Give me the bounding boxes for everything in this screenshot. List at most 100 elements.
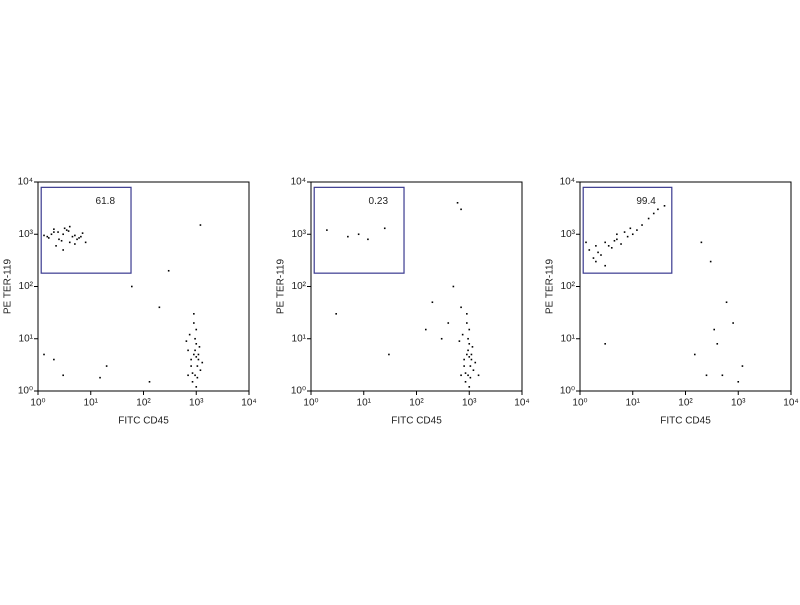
- y-tick-label: 10³: [292, 229, 307, 240]
- event-dot: [388, 353, 390, 356]
- event-dot: [191, 380, 194, 383]
- gate-label: 61.8: [96, 196, 116, 207]
- event-dot: [641, 224, 643, 226]
- event-dot: [65, 229, 68, 231]
- event-dot: [732, 322, 734, 324]
- event-dot: [595, 260, 597, 263]
- x-tick-label: 10⁰: [572, 398, 587, 409]
- event-dot: [74, 234, 76, 237]
- event-dot: [466, 322, 468, 324]
- event-dot: [81, 232, 84, 234]
- event-dot: [383, 227, 386, 230]
- event-dot: [604, 241, 606, 244]
- event-dot: [456, 201, 459, 204]
- event-dot: [195, 343, 198, 345]
- event-dot: [620, 243, 622, 245]
- y-tick-label: 10⁴: [560, 177, 575, 188]
- event-dot: [467, 337, 469, 340]
- event-dot: [713, 328, 715, 331]
- x-tick-label: 10²: [136, 398, 151, 409]
- event-dot: [623, 231, 626, 233]
- event-dot: [193, 353, 195, 356]
- event-dot: [71, 235, 74, 238]
- event-dot: [657, 208, 659, 211]
- event-dot: [62, 249, 64, 251]
- event-dot: [461, 333, 464, 336]
- y-tick-label: 10⁰: [560, 386, 575, 397]
- event-dot: [636, 229, 638, 231]
- event-dot: [466, 313, 468, 315]
- event-dot: [53, 231, 55, 233]
- x-tick-label: 10¹: [84, 398, 99, 409]
- event-dot: [63, 227, 66, 230]
- y-tick-label: 10²: [19, 281, 34, 292]
- y-tick-label: 10¹: [292, 333, 307, 344]
- event-dot: [62, 233, 64, 236]
- y-tick-label: 10⁰: [18, 386, 33, 397]
- event-dot: [616, 238, 618, 241]
- x-axis-label: FITC CD45: [391, 416, 442, 427]
- x-tick-label: 10²: [409, 398, 424, 409]
- event-dot: [194, 374, 196, 377]
- event-dot: [607, 245, 610, 247]
- event-dot: [452, 285, 455, 288]
- event-dot: [148, 380, 151, 383]
- event-dot: [709, 260, 712, 263]
- event-dot: [190, 365, 192, 367]
- event-dot: [99, 376, 101, 379]
- event-dot: [585, 241, 587, 244]
- event-dot: [592, 257, 595, 259]
- event-dot: [167, 269, 170, 272]
- event-dot: [185, 340, 188, 342]
- x-tick-label: 10⁰: [303, 398, 318, 409]
- event-dot: [68, 241, 71, 244]
- plot-frame: [37, 181, 250, 392]
- gate: [313, 186, 405, 274]
- gate-label: 99.4: [636, 196, 656, 207]
- x-tick-label: 10³: [189, 398, 204, 409]
- y-tick-label: 10²: [292, 281, 307, 292]
- event-dot: [447, 322, 450, 324]
- event-dot: [46, 235, 49, 238]
- event-dot: [199, 369, 202, 372]
- plot-frame: [579, 181, 792, 392]
- event-dot: [705, 374, 708, 377]
- y-tick-label: 10⁴: [291, 177, 306, 188]
- gate-label: 0.23: [369, 196, 389, 207]
- event-dot: [431, 301, 434, 304]
- event-dot: [196, 365, 199, 367]
- event-dot: [700, 241, 703, 244]
- y-tick-label: 10¹: [19, 333, 34, 344]
- event-dot: [440, 337, 443, 340]
- event-dot: [604, 264, 606, 267]
- event-dot: [43, 234, 45, 237]
- event-dot: [188, 333, 191, 336]
- event-dot: [53, 358, 55, 361]
- event-dot: [468, 343, 471, 345]
- event-dot: [460, 208, 462, 211]
- x-tick-label: 10²: [678, 398, 693, 409]
- event-dot: [198, 346, 201, 348]
- x-tick-label: 10⁰: [30, 398, 45, 409]
- event-dot: [460, 306, 462, 309]
- event-dot: [469, 365, 472, 367]
- event-dot: [53, 228, 55, 230]
- event-dot: [470, 353, 473, 356]
- event-dot: [57, 231, 59, 233]
- event-dot: [347, 235, 349, 238]
- event-dot: [716, 343, 719, 345]
- y-axis-label: PE TER-119: [276, 258, 287, 314]
- y-axis-label: PE TER-119: [545, 258, 556, 314]
- event-dot: [424, 328, 427, 331]
- event-dot: [201, 361, 204, 364]
- plot-frame: [310, 181, 523, 392]
- event-dot: [193, 313, 195, 315]
- event-dot: [463, 365, 465, 367]
- x-tick-label: 10¹: [357, 398, 372, 409]
- gate: [40, 186, 132, 274]
- event-dot: [60, 239, 63, 242]
- event-dot: [463, 358, 465, 361]
- event-dot: [197, 353, 200, 356]
- event-dot: [472, 369, 475, 372]
